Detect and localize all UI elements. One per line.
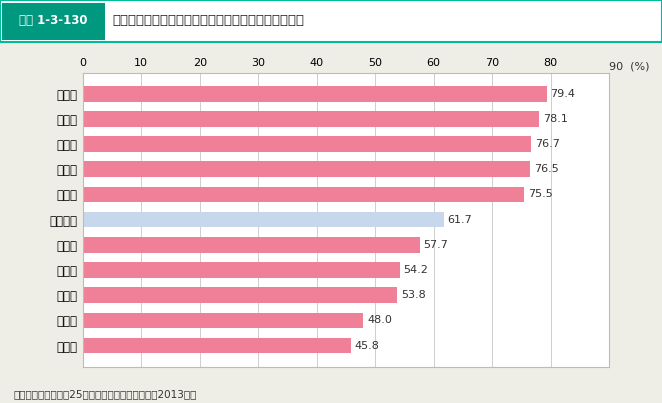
- Bar: [83, 237, 420, 253]
- Bar: [83, 111, 540, 127]
- Text: 45.8: 45.8: [354, 341, 379, 351]
- Bar: [83, 287, 397, 303]
- Text: 54.2: 54.2: [403, 265, 428, 275]
- Text: 48.0: 48.0: [367, 316, 392, 325]
- Text: 76.5: 76.5: [534, 164, 558, 174]
- Text: 図表 1-3-130: 図表 1-3-130: [19, 14, 87, 27]
- Bar: [83, 136, 532, 152]
- Text: 61.7: 61.7: [447, 215, 472, 224]
- Text: 75.5: 75.5: [528, 189, 553, 199]
- Text: 資料：総務省「平成25年住宅・土地統計調査」（2013年）: 資料：総務省「平成25年住宅・土地統計調査」（2013年）: [13, 389, 197, 399]
- Bar: [83, 86, 547, 102]
- Bar: [83, 262, 400, 278]
- Bar: [2, 2, 105, 40]
- Text: 76.7: 76.7: [535, 139, 559, 149]
- Bar: [83, 187, 524, 202]
- Bar: [83, 162, 530, 177]
- Text: 79.4: 79.4: [551, 89, 575, 99]
- Bar: [83, 313, 363, 328]
- Text: 53.8: 53.8: [401, 290, 426, 300]
- Text: 78.1: 78.1: [543, 114, 568, 124]
- Bar: [83, 212, 444, 227]
- Text: 57.7: 57.7: [424, 240, 449, 250]
- Bar: [83, 338, 351, 353]
- Text: 都道府県別の持ち家住宅率（上位・下位５都道府県）: 都道府県別の持ち家住宅率（上位・下位５都道府県）: [113, 14, 305, 27]
- Text: 90  (%): 90 (%): [609, 62, 649, 71]
